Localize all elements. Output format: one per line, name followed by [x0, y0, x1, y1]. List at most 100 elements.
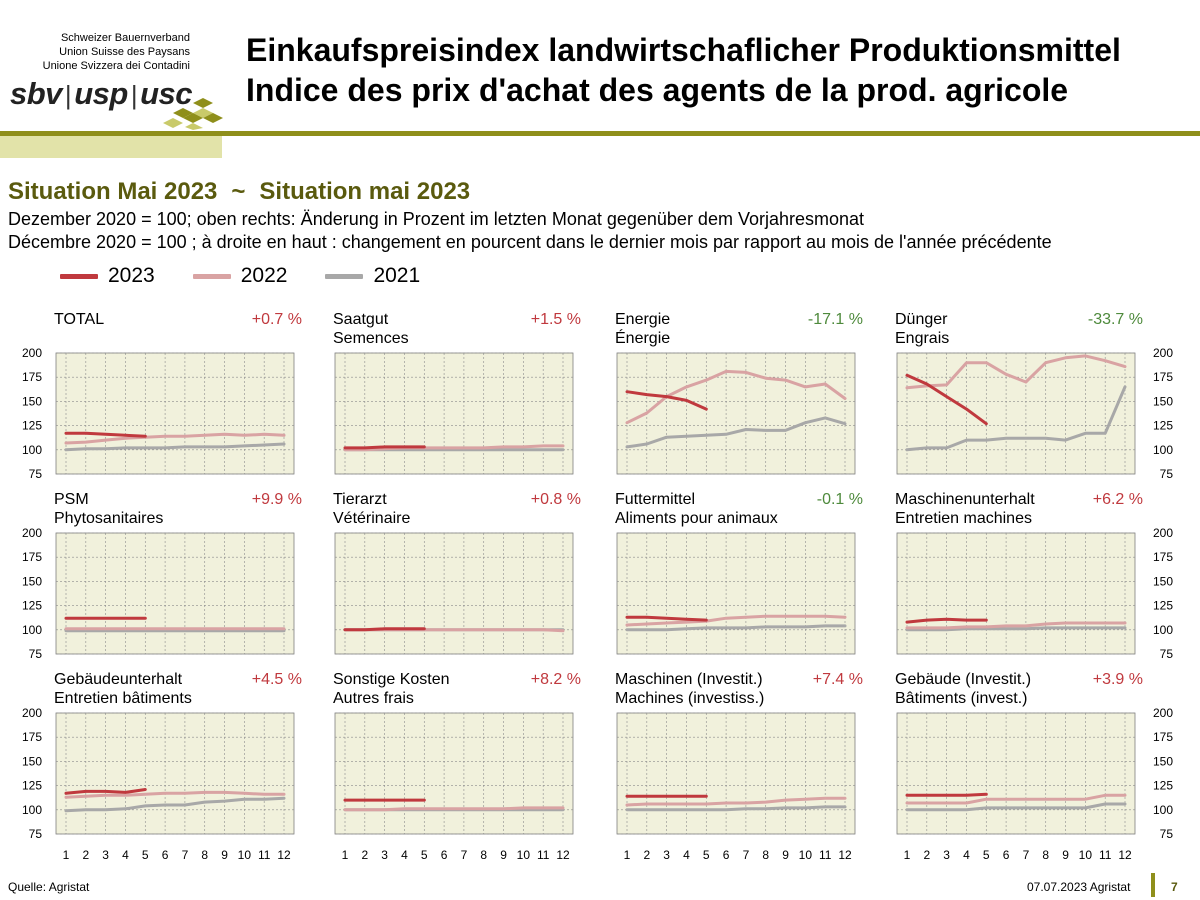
plot-area — [334, 532, 574, 655]
x-tick-label: 11 — [819, 848, 832, 862]
page-number: 7 — [1171, 880, 1178, 894]
chart-panel: Saatgut Semences +1.5 % — [333, 311, 581, 475]
situation-fr: Situation mai 2023 — [259, 178, 471, 205]
plot-area — [55, 352, 295, 475]
panel-title-de: Saatgut — [333, 311, 389, 328]
panel-change-label: +8.2 % — [531, 671, 581, 688]
series-line-2021 — [625, 416, 847, 449]
x-tick-label: 9 — [221, 848, 228, 862]
x-tick-label: 8 — [1042, 848, 1049, 862]
y-tick-label: 125 — [22, 599, 42, 613]
x-tick-label: 11 — [537, 848, 550, 862]
y-tick-label: 175 — [22, 370, 42, 384]
x-tick-label: 5 — [983, 848, 990, 862]
plot-area — [55, 532, 295, 655]
series-line-2022 — [905, 354, 1127, 390]
y-tick-label: 200 — [1153, 346, 1173, 360]
x-tick-label: 6 — [723, 848, 730, 862]
organization-names: Schweizer Bauernverband Union Suisse des… — [8, 31, 190, 73]
panel-title-fr: Énergie — [615, 328, 670, 347]
series-line-2021 — [64, 796, 286, 813]
series-line-2023 — [625, 390, 708, 411]
panel-title-de: Sonstige Kosten — [333, 671, 450, 688]
y-tick-label: 100 — [1153, 443, 1173, 457]
x-tick-label: 1 — [624, 848, 631, 862]
description-fr: Décembre 2020 = 100 ; à droite en haut :… — [8, 232, 1052, 252]
x-tick-label: 3 — [381, 848, 388, 862]
chart-panel: Dünger Engrais -33.7 % 75 100 125 150 175 200 — [895, 311, 1173, 481]
series-line-2023 — [64, 431, 147, 438]
logo-diamond-icon — [163, 98, 223, 130]
y-tick-label: 100 — [22, 623, 42, 637]
plot-area — [616, 532, 856, 655]
x-tick-label: 2 — [82, 848, 89, 862]
footer-source: Quelle: Agristat — [8, 880, 90, 894]
y-tick-label: 175 — [22, 730, 42, 744]
plot-area — [55, 712, 295, 835]
x-tick-label: 1 — [342, 848, 349, 862]
x-tick-label: 12 — [1118, 848, 1132, 862]
y-tick-label: 100 — [22, 443, 42, 457]
series-line-2023 — [64, 788, 147, 795]
y-tick-label: 200 — [1153, 706, 1173, 720]
x-tick-label: 2 — [923, 848, 930, 862]
footer-date: 07.07.2023 Agristat — [1027, 880, 1131, 894]
series-line-2023 — [905, 617, 988, 624]
y-tick-label: 125 — [1153, 599, 1173, 613]
series-line-2021 — [625, 624, 847, 632]
y-tick-label: 200 — [22, 526, 42, 540]
x-tick-label: 10 — [1079, 848, 1093, 862]
x-tick-label: 7 — [461, 848, 468, 862]
situation-heading: Situation Mai 2023 ~ Situation mai 2023 — [8, 178, 470, 206]
description-de: Dezember 2020 = 100; oben rechts: Änderu… — [8, 209, 865, 229]
footer-divider — [1151, 873, 1155, 897]
org-name-fr: Union Suisse des Paysans — [59, 46, 190, 58]
org-name-de: Schweizer Bauernverband — [60, 32, 190, 44]
panel-title-fr: Autres frais — [333, 690, 414, 707]
x-tick-label: 10 — [517, 848, 531, 862]
panel-change-label: +0.7 % — [252, 311, 302, 328]
plot-area — [616, 712, 856, 835]
x-tick-label: 11 — [258, 848, 271, 862]
series-line-2022 — [905, 793, 1127, 805]
panel-change-label: +0.8 % — [531, 491, 581, 508]
y-tick-label: 75 — [29, 647, 43, 661]
y-tick-label: 75 — [29, 827, 43, 841]
y-tick-label: 100 — [1153, 803, 1173, 817]
panel-title-fr: Semences — [333, 330, 409, 347]
logo-wordmark: sbv |usp |usc — [10, 76, 192, 111]
y-tick-label: 75 — [1160, 827, 1174, 841]
chart-panel: TOTAL +0.7 % 75 100 125 150 175 200 — [22, 311, 302, 481]
chart-panel: Futtermittel Aliments pour animaux -0.1 % — [615, 491, 863, 655]
y-tick-label: 175 — [1153, 550, 1173, 564]
x-tick-label: 2 — [643, 848, 650, 862]
plot-area — [334, 712, 574, 835]
x-tick-label: 6 — [162, 848, 169, 862]
title-line-fr: Indice des prix d'achat des agents de la… — [246, 72, 1069, 108]
x-tick-label: 6 — [1003, 848, 1010, 862]
chart-legend: 2023 2022 2021 — [60, 264, 458, 288]
series-line-2021 — [905, 802, 1127, 812]
panel-title-de: Futtermittel — [615, 491, 695, 508]
x-tick-label: 8 — [201, 848, 208, 862]
header-accent-band — [0, 136, 222, 158]
panel-title-fr: Entretien machines — [895, 510, 1032, 527]
panel-change-label: +7.4 % — [813, 671, 863, 688]
x-tick-label: 3 — [943, 848, 950, 862]
x-tick-label: 9 — [500, 848, 507, 862]
logo-usc: usc — [140, 76, 192, 111]
legend-label-2021: 2021 — [373, 264, 421, 287]
panel-title-fr: Vétérinaire — [333, 510, 410, 527]
y-tick-label: 100 — [1153, 623, 1173, 637]
legend-label-2023: 2023 — [108, 264, 155, 287]
panel-change-label: -33.7 % — [1088, 311, 1143, 328]
series-line-2021 — [64, 442, 286, 452]
x-tick-label: 8 — [480, 848, 487, 862]
panel-change-label: -0.1 % — [817, 491, 863, 508]
x-tick-label: 12 — [838, 848, 852, 862]
situation-de: Situation Mai 2023 — [8, 178, 218, 205]
situation-separator: ~ — [231, 178, 246, 205]
x-tick-label: 4 — [963, 848, 970, 862]
